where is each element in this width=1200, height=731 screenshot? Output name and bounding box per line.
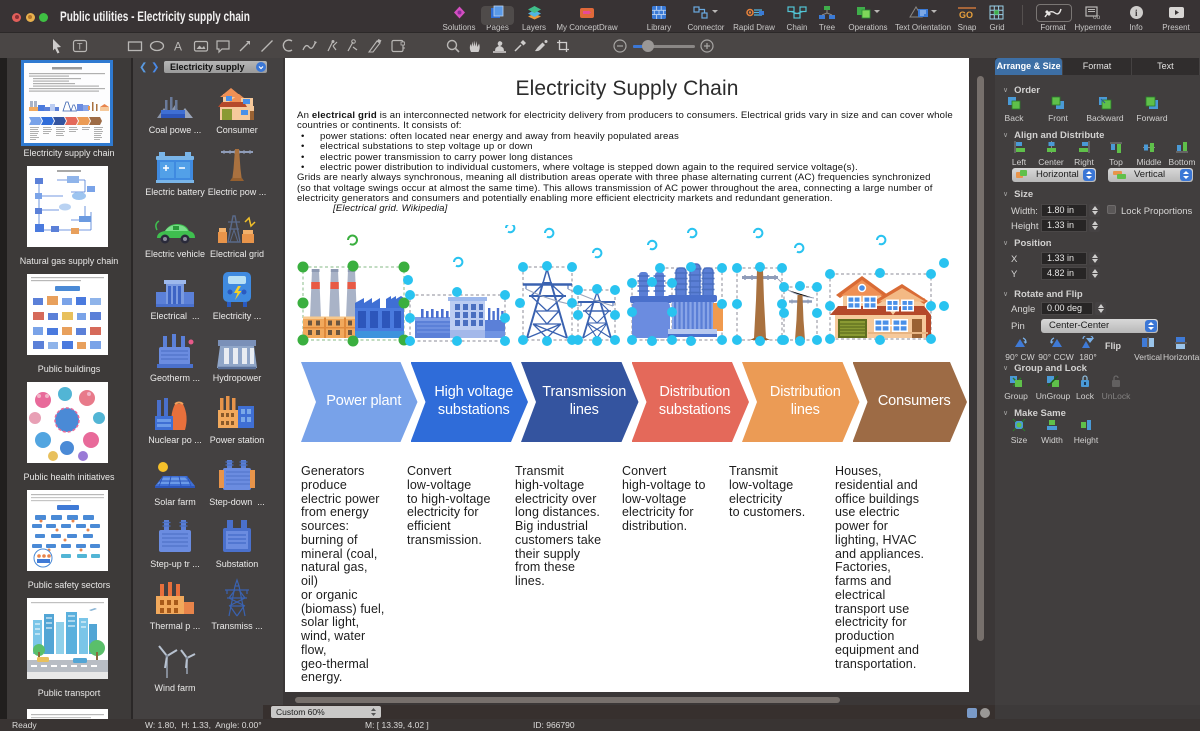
svg-text:GO: GO bbox=[959, 10, 973, 20]
svg-text:A: A bbox=[174, 40, 182, 54]
svg-text:oo: oo bbox=[1093, 14, 1101, 20]
svg-text:T: T bbox=[77, 42, 83, 52]
svg-text:i: i bbox=[1135, 8, 1138, 18]
